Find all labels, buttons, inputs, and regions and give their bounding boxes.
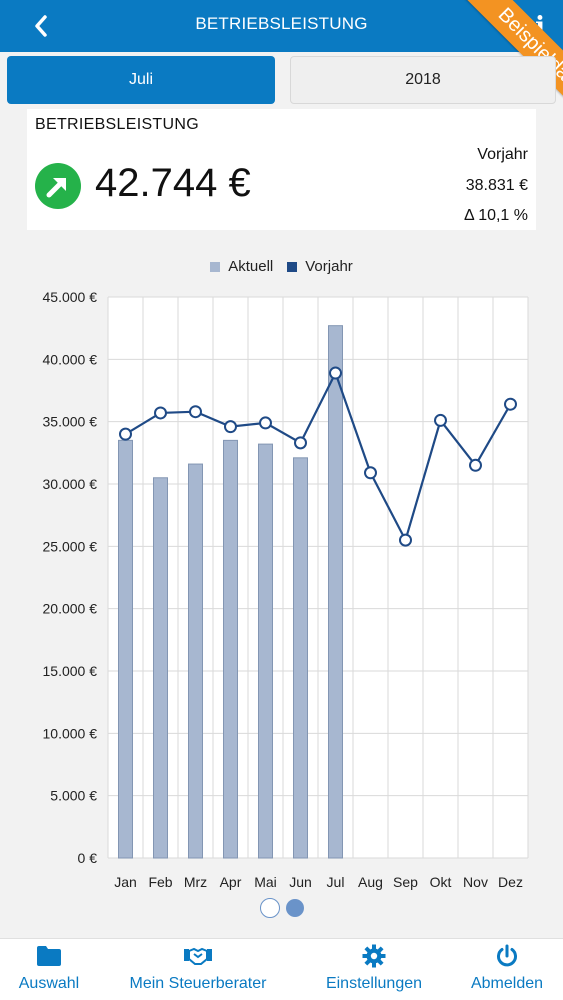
point-jan — [119, 427, 132, 441]
x-tick-label: Dez — [498, 874, 523, 890]
legend-label-previous: Vorjahr — [305, 258, 353, 275]
x-tick-label: Feb — [148, 874, 172, 890]
y-tick-label: 25.000 € — [43, 538, 98, 554]
bar-mrz — [188, 463, 203, 859]
kpi-delta: Δ 10,1 % — [463, 207, 528, 224]
point-jun — [294, 436, 307, 450]
info-button[interactable]: i — [535, 12, 545, 42]
page-title: BETRIEBSLEISTUNG — [195, 14, 368, 33]
y-tick-label: 30.000 € — [43, 476, 98, 492]
legend-item-current: Aktuell — [210, 258, 273, 275]
y-tick-label: 15.000 € — [43, 663, 98, 679]
bar-jul — [328, 325, 343, 859]
folder-icon — [36, 943, 62, 969]
x-tick-label: Apr — [220, 874, 242, 890]
chevron-left-icon — [35, 15, 47, 37]
x-tick-label: Mrz — [184, 874, 207, 890]
bar-apr — [223, 439, 238, 859]
point-okt — [434, 413, 447, 427]
handshake-icon — [183, 943, 213, 969]
point-nov — [469, 458, 482, 472]
chart-legend: Aktuell Vorjahr — [0, 258, 563, 275]
y-tick-label: 20.000 € — [43, 601, 98, 617]
point-jul — [329, 366, 342, 380]
performance-chart: 0 € 5.000 € 10.000 € 15.000 € 20.000 € 25.000… — [43, 289, 529, 890]
x-tick-label: Okt — [430, 874, 452, 890]
power-icon — [495, 943, 519, 969]
period-tabs: Juli 2018 — [7, 56, 556, 104]
kpi-label: BETRIEBSLEISTUNG — [35, 116, 199, 133]
gear-icon — [362, 943, 386, 969]
y-tick-label: 0 € — [78, 850, 98, 866]
page-dot-2[interactable] — [285, 899, 304, 917]
tab-year[interactable]: 2018 — [290, 56, 556, 104]
bar-mai — [258, 443, 273, 859]
x-tick-label: Jan — [114, 874, 137, 890]
x-tick-label: Mai — [254, 874, 277, 890]
bottom-nav: Auswahl Mein Steuerberater — [0, 938, 563, 1000]
point-mrz — [189, 405, 202, 419]
bar-feb — [153, 477, 168, 859]
nav-auswahl[interactable]: Auswahl — [12, 943, 86, 993]
nav-steuerberater-label: Mein Steuerberater — [129, 975, 267, 992]
y-tick-label: 45.000 € — [43, 289, 98, 305]
app-header: BETRIEBSLEISTUNG i — [0, 0, 563, 52]
point-sep — [399, 533, 412, 547]
point-feb — [154, 406, 167, 420]
nav-steuerberater[interactable]: Mein Steuerberater — [118, 943, 278, 993]
kpi-card: BETRIEBSLEISTUNG 42.744 € Vorjahr 38.831… — [27, 109, 536, 230]
nav-einstellungen[interactable]: Einstellungen — [318, 943, 430, 993]
point-mai — [259, 416, 272, 430]
y-tick-label: 35.000 € — [43, 414, 98, 430]
legend-label-current: Aktuell — [228, 258, 274, 275]
x-tick-label: Aug — [358, 874, 383, 890]
y-tick-label: 40.000 € — [43, 351, 98, 367]
kpi-prev-label: Vorjahr — [477, 146, 528, 163]
x-tick-label: Jul — [327, 874, 345, 890]
legend-item-previous: Vorjahr — [287, 258, 353, 275]
page-dot-1[interactable] — [259, 898, 280, 918]
y-tick-label: 10.000 € — [43, 725, 98, 741]
nav-abmelden[interactable]: Abmelden — [462, 943, 552, 993]
nav-auswahl-label: Auswahl — [18, 975, 80, 992]
point-apr — [224, 420, 237, 434]
point-dez — [504, 397, 517, 411]
point-aug — [364, 466, 377, 480]
legend-swatch-current — [210, 261, 221, 272]
back-button[interactable] — [26, 10, 56, 42]
x-tick-label: Nov — [463, 874, 488, 890]
bar-jan — [118, 439, 133, 859]
x-tick-label: Jun — [289, 874, 312, 890]
nav-abmelden-label: Abmelden — [470, 975, 544, 992]
trend-up-icon — [35, 163, 81, 209]
tab-month[interactable]: Juli — [7, 56, 275, 104]
nav-einstellungen-label: Einstellungen — [325, 975, 423, 992]
x-tick-label: Sep — [393, 874, 418, 890]
kpi-value: 42.744 € — [95, 161, 251, 205]
y-tick-label: 5.000 € — [50, 788, 97, 804]
legend-swatch-previous — [287, 261, 298, 272]
bar-jun — [293, 457, 308, 859]
page-indicator — [0, 898, 563, 918]
kpi-prev-value: 38.831 € — [465, 177, 528, 194]
